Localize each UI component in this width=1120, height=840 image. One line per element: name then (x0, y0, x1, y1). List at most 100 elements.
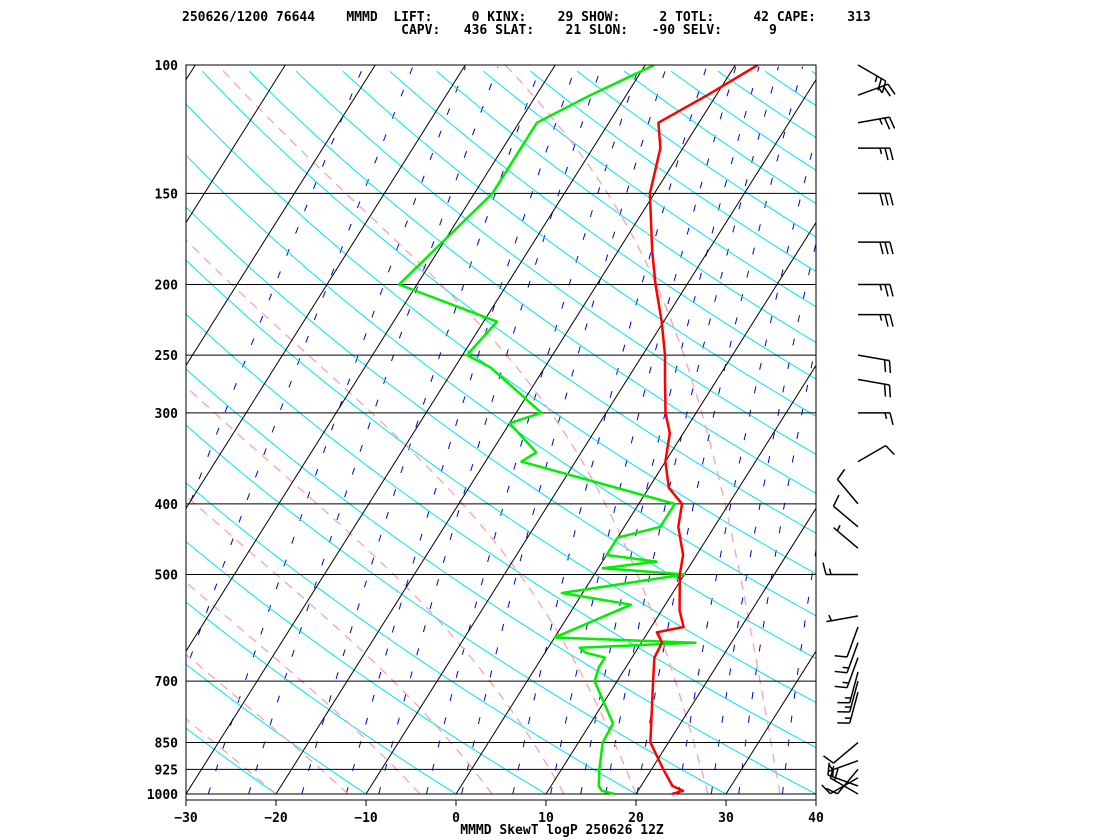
wind-barb (857, 444, 895, 463)
wind-barb-feather (884, 147, 889, 161)
isotherm (365, 78, 816, 795)
pressure-label-300: 300 (155, 407, 179, 422)
wind-barb (857, 83, 896, 97)
wind-barb-feather (833, 768, 839, 781)
wind-barb-feather (879, 193, 884, 206)
temperature-label-10: 10 (538, 811, 554, 826)
temperature-label--30: −30 (174, 811, 198, 826)
wind-barb-feather (889, 147, 894, 161)
wind-barb (858, 283, 894, 297)
wind-barb (822, 562, 858, 576)
wind-barb-feather (884, 284, 889, 297)
wind-barb-feather (885, 445, 895, 456)
wind-barb-feather (884, 241, 889, 255)
wind-barb-feather (823, 755, 834, 764)
moist-adiabat (186, 385, 565, 795)
pressure-label-850: 850 (155, 737, 179, 752)
pressure-label-200: 200 (155, 278, 179, 293)
mixing-ratio-line (782, 546, 816, 795)
wind-barb-feather (889, 284, 894, 297)
wind-barb (857, 354, 892, 374)
moist-adiabat (186, 495, 493, 795)
wind-barb-feather (836, 468, 846, 480)
isotherm (455, 221, 816, 795)
dry-adiabat (248, 70, 816, 494)
wind-barb-feather (883, 117, 891, 130)
wind-barb-staff (836, 478, 859, 505)
wind-barb-staff (833, 527, 859, 549)
mixing-ratio-line (186, 66, 364, 515)
wind-barb-half-feather (828, 764, 834, 771)
header: 250626/1200 76644 MMMD LIFT: 0 KINX: 29 … (0, 0, 1120, 40)
wind-barb (857, 116, 896, 130)
dry-adiabat (576, 70, 816, 238)
wind-barb-staff (846, 626, 859, 658)
chart-footer-title: MMMD SkewT logP 250626 12Z (460, 823, 664, 838)
mixing-ratio-line (378, 66, 602, 795)
pressure-label-250: 250 (155, 349, 179, 364)
isotherm (725, 650, 816, 795)
isotherm (635, 507, 816, 795)
wind-barb (827, 759, 859, 773)
dry-adiabat (186, 482, 637, 795)
pressure-label-700: 700 (155, 675, 179, 690)
wind-barb-feather (887, 83, 896, 95)
wind-barb-feather (834, 654, 848, 658)
dry-adiabat (186, 540, 547, 795)
dry-adiabat (186, 601, 457, 795)
dry-adiabat (389, 70, 816, 380)
isotherm (0, 65, 15, 794)
temperature-label-30: 30 (718, 811, 734, 826)
wind-barb-staff (848, 691, 859, 724)
temperature-line (648, 65, 759, 796)
mixing-ratio-line (207, 66, 466, 795)
mixing-ratio-line (461, 66, 667, 795)
wind-barb (834, 657, 859, 689)
wind-barb-half-feather (879, 284, 883, 291)
mixing-ratio-line (636, 66, 804, 795)
wind-barb-staff (836, 768, 859, 795)
wind-barb-staff (857, 83, 889, 96)
wind-barb-feather (834, 670, 848, 674)
wind-barbs (821, 64, 896, 795)
wind-barb-staff (833, 505, 859, 528)
pressure-label-100: 100 (155, 59, 179, 74)
wind-barb-feather (822, 562, 827, 575)
wind-barb (825, 768, 859, 795)
dry-adiabat (436, 70, 816, 344)
dry-adiabat (530, 70, 816, 273)
plot-frame (185, 64, 817, 801)
wind-barb-feather (881, 80, 887, 94)
wind-barb-feather (888, 384, 892, 398)
temperature-label--20: −20 (264, 811, 288, 826)
dry-adiabat (186, 206, 816, 660)
dry-adiabat (186, 313, 816, 749)
wind-barb-feather (889, 412, 894, 426)
dry-adiabat (906, 71, 1120, 794)
temperature-label--10: −10 (354, 811, 378, 826)
temperature-label-20: 20 (628, 811, 644, 826)
mixing-ratio-line (678, 134, 816, 795)
wind-barb (833, 524, 859, 549)
mixing-ratio-line (738, 342, 816, 795)
wind-barb-feather (883, 359, 887, 373)
wind-barb-staff (857, 116, 890, 124)
wind-barb-staff (827, 774, 859, 787)
header-line-1: 250626/1200 76644 MMMD LIFT: 0 KINX: 29 … (182, 10, 871, 25)
wind-barb (827, 762, 859, 787)
wind-barb-staff (857, 354, 890, 362)
dry-adiabat (186, 259, 816, 704)
wind-barb-half-feather (879, 314, 883, 321)
profiles (397, 65, 759, 796)
wind-barb-half-feather (884, 412, 888, 420)
wind-barb-half-feather (878, 118, 883, 125)
dry-adiabat (342, 70, 816, 417)
dry-adiabat (670, 70, 816, 171)
temperature-tick-labels: −30 −20 −10 0 10 20 30 40 (174, 800, 824, 826)
wind-barb-feather (877, 78, 883, 91)
pressure-label-500: 500 (155, 569, 179, 584)
dewpoint-line (397, 65, 697, 796)
wind-barb-half-feather (828, 568, 832, 575)
wind-barb-staff (827, 759, 859, 773)
